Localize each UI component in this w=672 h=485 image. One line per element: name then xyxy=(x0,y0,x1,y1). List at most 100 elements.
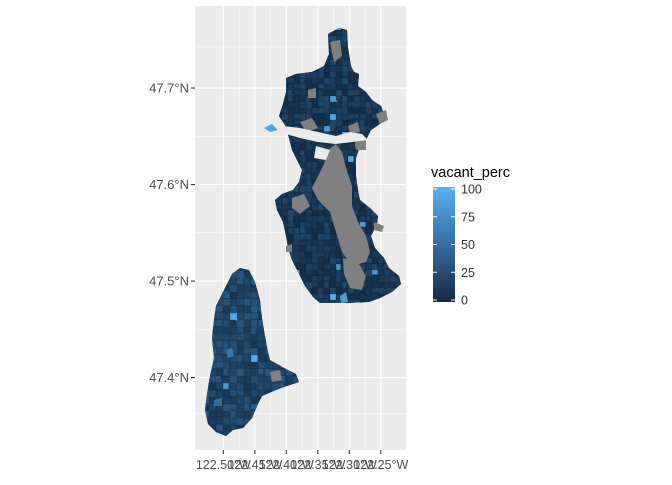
tract-cell xyxy=(377,281,384,288)
tract-cell xyxy=(236,326,244,333)
tract-cell xyxy=(305,239,312,247)
tract-cell xyxy=(359,125,366,133)
tract-cell xyxy=(305,245,313,253)
tract-cell xyxy=(229,284,238,293)
tract-cell xyxy=(329,233,337,240)
tract-cell xyxy=(371,269,379,275)
tract-cell xyxy=(222,382,229,390)
tract-cell xyxy=(371,215,379,223)
tract-cell xyxy=(305,275,312,283)
north-missing-value-areas xyxy=(264,40,388,303)
missing-value-area xyxy=(348,122,360,134)
tract-cell xyxy=(347,101,356,107)
tract-cell xyxy=(317,113,325,119)
tract-cell xyxy=(335,281,343,287)
tract-cell xyxy=(236,403,245,410)
tract-cell xyxy=(365,113,371,121)
x-tick-label: 122.40°W xyxy=(259,458,314,472)
tract-cell xyxy=(208,417,216,425)
tract-cell xyxy=(341,83,349,91)
tract-cell xyxy=(250,396,257,405)
tract-cell xyxy=(215,417,223,424)
tract-cell xyxy=(341,107,349,115)
tract-cell xyxy=(371,287,379,293)
tract-cell xyxy=(243,326,251,333)
missing-value-area xyxy=(343,258,366,290)
tract-cell xyxy=(377,257,384,264)
tract-cell xyxy=(275,197,282,204)
tract-cell xyxy=(335,125,343,133)
y-axis: 47.4°N 47.5°N 47.6°N 47.7°N xyxy=(149,81,195,385)
tract-cell xyxy=(359,299,366,303)
tract-cell xyxy=(243,354,250,363)
tract-cell xyxy=(353,203,361,211)
missing-value-area xyxy=(374,222,384,232)
tract-cell xyxy=(341,281,347,289)
tract-cell xyxy=(243,270,251,278)
y-tick-label: 47.7°N xyxy=(149,81,189,96)
tract-cell xyxy=(236,354,243,363)
tract-cell xyxy=(215,312,224,319)
legend-color-bar xyxy=(433,187,455,302)
tract-cell xyxy=(287,95,293,102)
tract-cell xyxy=(299,149,305,156)
missing-value-area xyxy=(330,40,342,62)
tract-cell xyxy=(323,257,329,264)
tract-cell xyxy=(305,233,312,241)
tract-cell xyxy=(371,257,378,264)
tract-cell xyxy=(215,389,224,398)
tract-cell xyxy=(305,221,311,229)
tract-cell xyxy=(250,354,258,363)
tract-cell xyxy=(359,203,365,211)
tract-cell xyxy=(243,382,252,391)
tract-cell xyxy=(341,41,348,48)
tract-cell xyxy=(236,284,244,291)
legend-ticks: 0 25 50 75 100 xyxy=(433,183,482,308)
tract-cell xyxy=(317,227,323,234)
tract-cell xyxy=(317,125,323,131)
tract-cell xyxy=(222,368,229,376)
tract-cell xyxy=(323,239,329,247)
tract-cell xyxy=(335,257,341,263)
tract-cell xyxy=(299,143,307,151)
tract-cell xyxy=(250,361,258,370)
tract-cell xyxy=(377,263,383,270)
tract-cell xyxy=(365,275,373,281)
tract-cell xyxy=(353,89,361,96)
tract-cell xyxy=(311,215,318,223)
tract-cell xyxy=(229,277,239,284)
tract-cell xyxy=(347,161,355,167)
tract-cell xyxy=(287,107,293,113)
tract-cell xyxy=(215,305,224,312)
tract-cell xyxy=(323,65,330,73)
high-vacancy-tract xyxy=(264,124,278,132)
ship-canal-gap xyxy=(283,126,368,144)
tract-cell xyxy=(208,396,216,405)
tract-cell xyxy=(317,101,325,107)
tract-cell xyxy=(229,312,238,322)
tract-cell xyxy=(222,340,229,349)
tract-cell xyxy=(335,29,341,35)
missing-value-area xyxy=(300,118,318,132)
tract-cell xyxy=(365,215,371,221)
tract-cell xyxy=(299,227,306,234)
tract-cell xyxy=(335,299,342,303)
tract-cell xyxy=(359,293,367,301)
tract-cell xyxy=(236,368,245,377)
missing-value-area xyxy=(312,144,370,266)
tract-cell xyxy=(305,227,312,235)
tract-cell xyxy=(275,203,282,210)
tract-cell xyxy=(293,143,300,150)
tract-cell xyxy=(317,293,324,299)
tract-cell xyxy=(389,281,395,288)
tract-cell xyxy=(329,89,338,97)
tract-cell xyxy=(335,107,343,115)
tract-cell xyxy=(236,389,244,396)
tract-cell xyxy=(287,215,294,223)
tract-cell xyxy=(229,361,238,370)
tract-cell xyxy=(347,107,353,114)
tract-cell xyxy=(236,298,244,306)
x-tick-label: 122.25°W xyxy=(353,458,408,472)
tract-cell xyxy=(317,221,325,228)
